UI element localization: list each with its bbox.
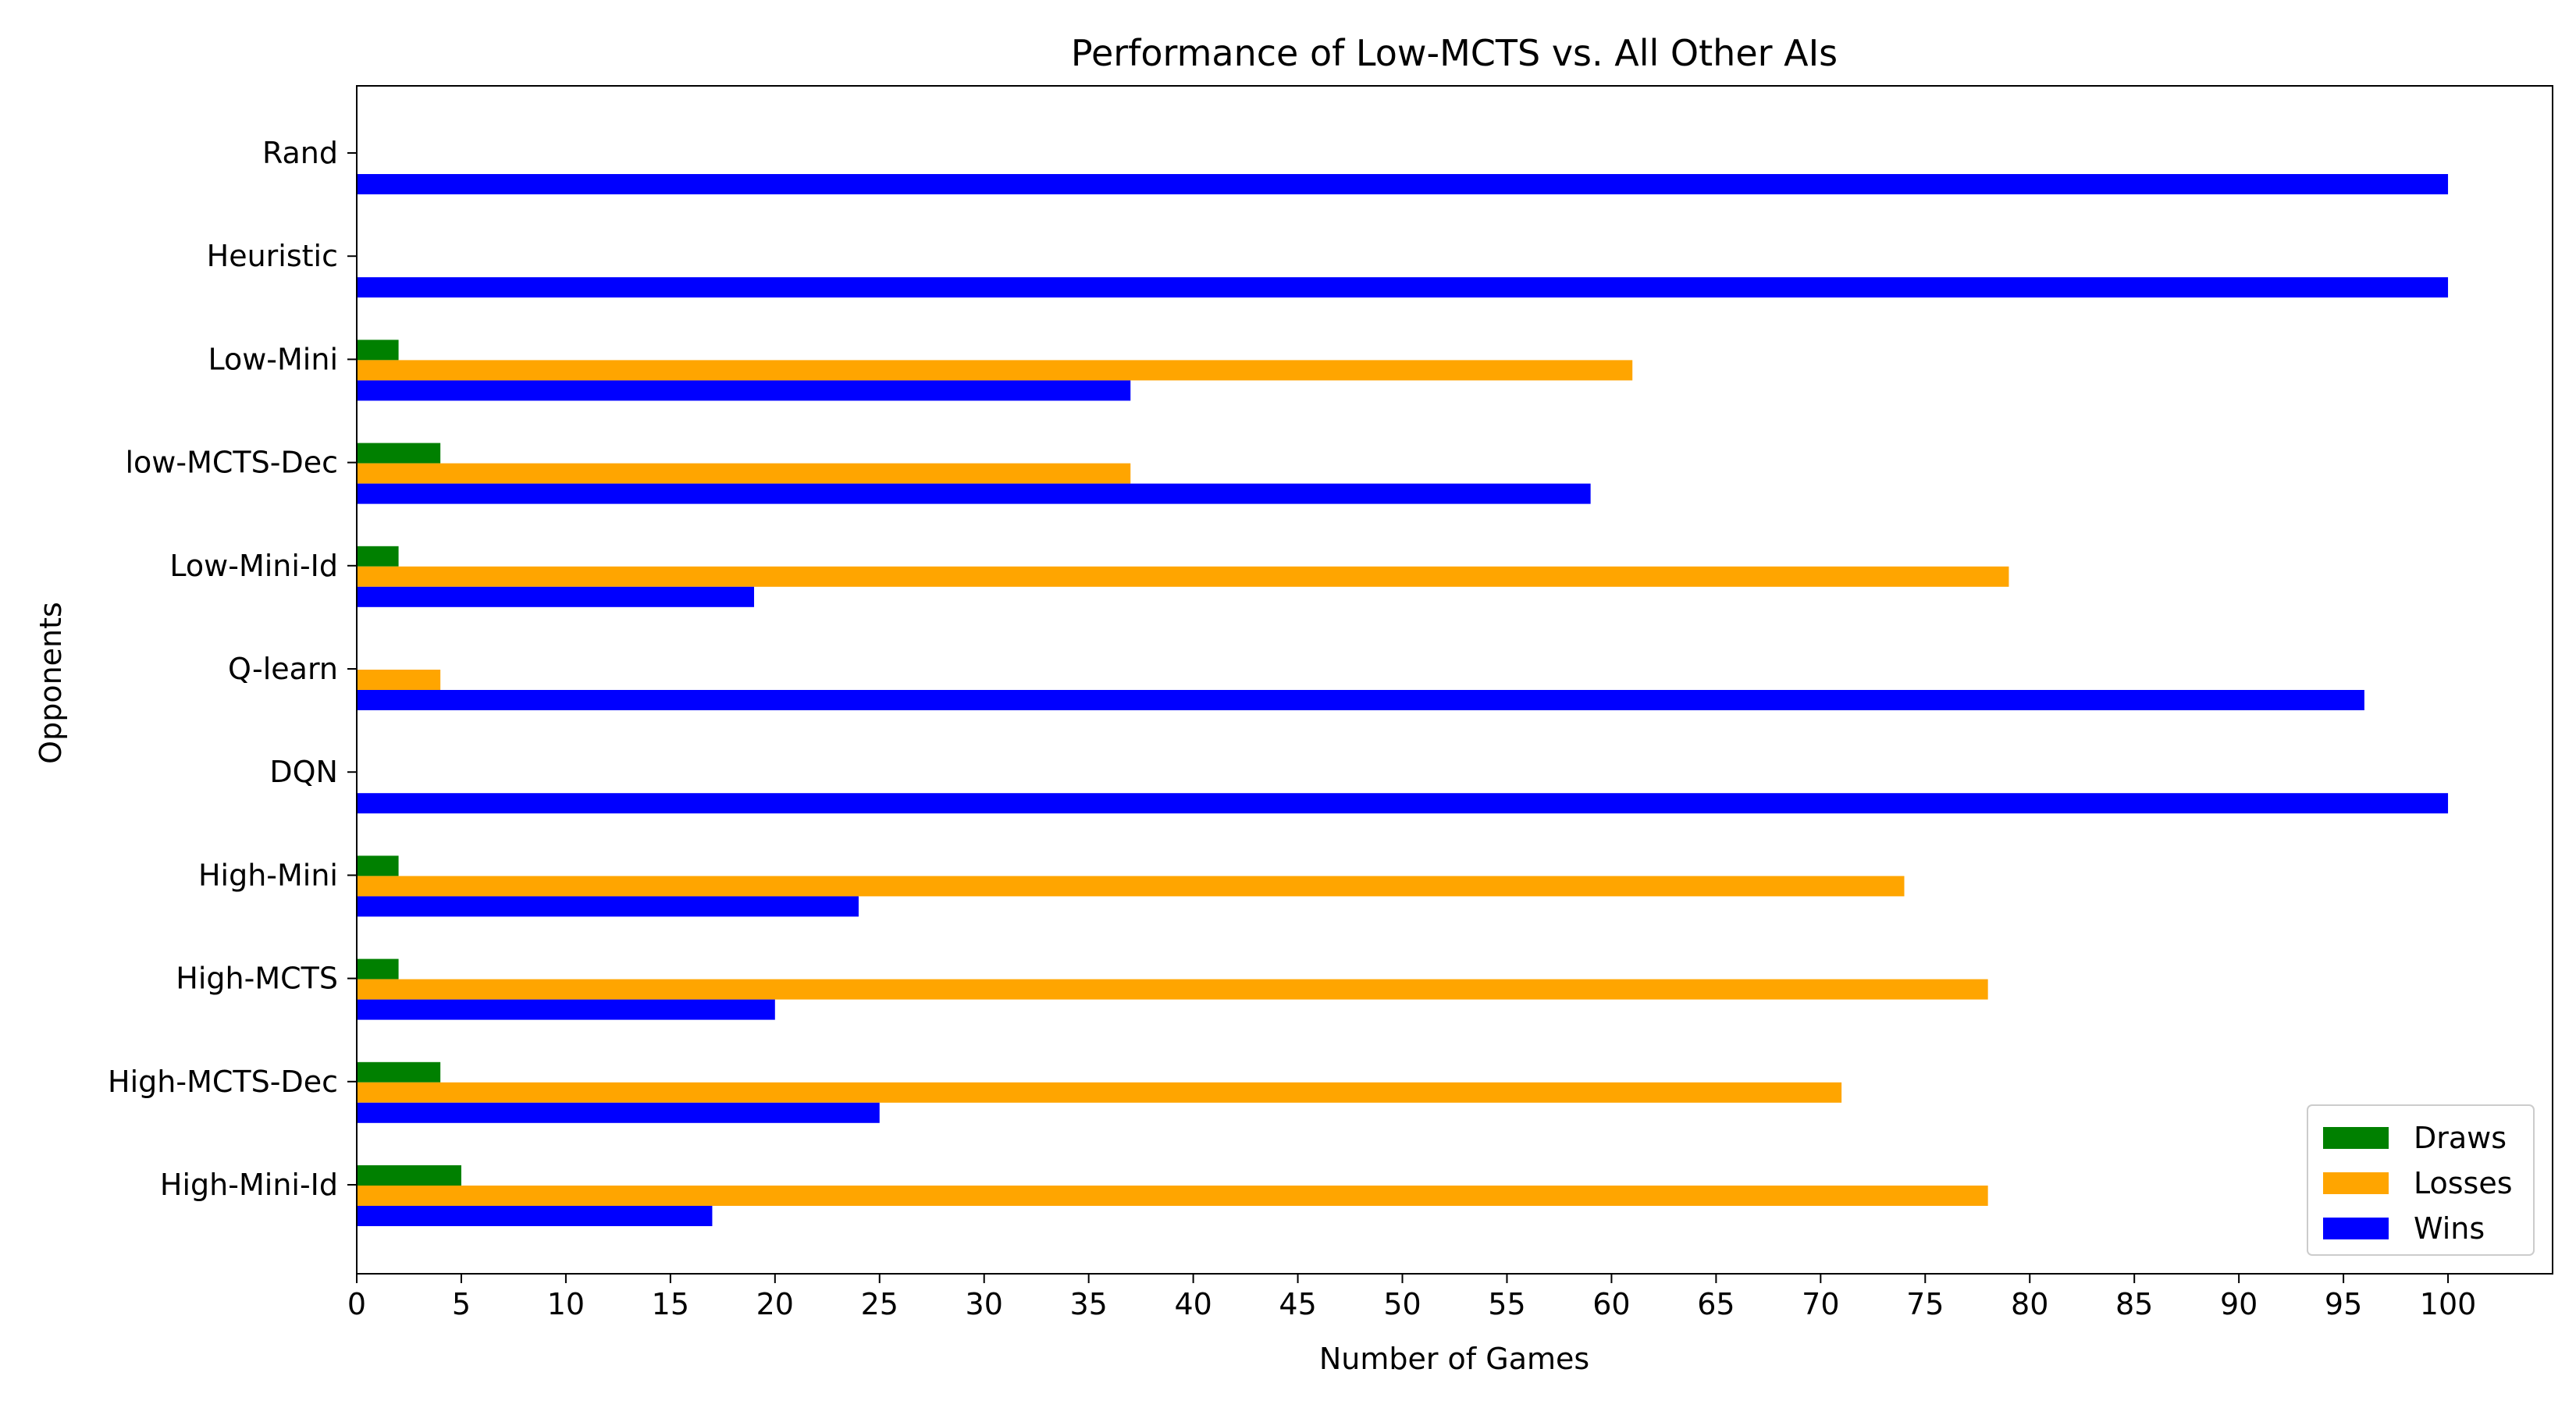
chart-title: Performance of Low-MCTS vs. All Other AI… — [1071, 32, 1838, 74]
y-tick-label-dqn: DQN — [269, 755, 338, 789]
y-tick-label-high-mcts: High-MCTS — [176, 962, 338, 996]
bar-draws-high-mini-id — [357, 1165, 461, 1186]
x-tick-label-100: 100 — [2420, 1287, 2477, 1321]
bar-wins-low-mcts-dec — [357, 483, 1591, 504]
y-tick-label-high-mini-id: High-Mini-Id — [160, 1168, 338, 1202]
legend-swatch-losses — [2323, 1172, 2389, 1194]
bar-losses-high-mcts — [357, 979, 1988, 1000]
y-axis-label: Opponents — [34, 602, 68, 764]
legend-label-wins: Wins — [2414, 1211, 2485, 1246]
bar-wins-q-learn — [357, 690, 2364, 710]
x-tick-label-15: 15 — [652, 1287, 689, 1321]
legend-label-losses: Losses — [2414, 1166, 2513, 1200]
x-tick-label-95: 95 — [2325, 1287, 2362, 1321]
x-tick-label-45: 45 — [1279, 1287, 1316, 1321]
bar-wins-high-mini — [357, 896, 859, 917]
bar-wins-high-mcts-dec — [357, 1102, 880, 1123]
bar-wins-low-mini — [357, 380, 1131, 401]
bar-wins-low-mini-id — [357, 586, 755, 607]
bar-wins-high-mini-id — [357, 1206, 713, 1226]
y-tick-label-heuristic: Heuristic — [207, 239, 338, 273]
bar-draws-low-mcts-dec — [357, 443, 441, 464]
x-tick-label-75: 75 — [1906, 1287, 1944, 1321]
x-tick-label-85: 85 — [2115, 1287, 2153, 1321]
plot-frame — [356, 85, 2553, 1275]
bar-losses-high-mcts-dec — [357, 1082, 1842, 1103]
legend: Draws Losses Wins — [2307, 1104, 2535, 1256]
y-tick-label-rand: Rand — [262, 136, 338, 170]
bar-draws-high-mcts-dec — [357, 1061, 441, 1083]
x-tick-label-0: 0 — [347, 1287, 366, 1321]
legend-swatch-draws — [2323, 1127, 2389, 1149]
bar-draws-high-mini — [357, 855, 399, 876]
bar-losses-high-mini-id — [357, 1186, 1988, 1206]
y-tick-label-low-mini-id: Low-Mini-Id — [169, 549, 338, 583]
x-tick-label-50: 50 — [1383, 1287, 1421, 1321]
x-tick-label-30: 30 — [966, 1287, 1003, 1321]
bar-losses-low-mcts-dec — [357, 463, 1131, 484]
x-axis-label: Number of Games — [1319, 1342, 1589, 1376]
bar-losses-q-learn — [357, 670, 441, 690]
bar-wins-rand — [357, 174, 2449, 194]
x-tick-label-60: 60 — [1592, 1287, 1630, 1321]
bar-wins-high-mcts — [357, 999, 775, 1020]
x-tick-label-25: 25 — [861, 1287, 898, 1321]
axes-layer: Rand Heuristic Low-Mini low-MCTS-Dec Low-Min… — [108, 85, 2553, 1321]
x-tick-label-40: 40 — [1174, 1287, 1212, 1321]
x-tick-label-55: 55 — [1488, 1287, 1525, 1321]
legend-label-draws: Draws — [2414, 1121, 2507, 1155]
y-tick-label-high-mcts-dec: High-MCTS-Dec — [108, 1065, 338, 1099]
bar-losses-low-mini-id — [357, 566, 2009, 587]
x-tick-label-5: 5 — [452, 1287, 471, 1321]
bar-wins-heuristic — [357, 277, 2449, 298]
y-tick-label-q-learn: Q-learn — [228, 652, 338, 686]
bar-losses-low-mini — [357, 360, 1633, 381]
x-tick-label-35: 35 — [1069, 1287, 1107, 1321]
bar-wins-dqn — [357, 793, 2449, 814]
y-tick-label-high-mini: High-Mini — [198, 858, 338, 892]
x-tick-label-90: 90 — [2220, 1287, 2258, 1321]
bar-draws-high-mcts — [357, 958, 399, 980]
x-tick-label-65: 65 — [1697, 1287, 1735, 1321]
bar-draws-low-mini-id — [357, 546, 399, 567]
bar-losses-high-mini — [357, 876, 1905, 897]
y-tick-label-low-mcts-dec: low-MCTS-Dec — [126, 446, 339, 480]
x-tick-label-70: 70 — [1802, 1287, 1839, 1321]
legend-swatch-wins — [2323, 1218, 2389, 1239]
bars-layer — [357, 174, 2449, 1226]
x-tick-label-10: 10 — [547, 1287, 585, 1321]
bar-draws-low-mini — [357, 340, 399, 361]
x-tick-label-80: 80 — [2011, 1287, 2048, 1321]
y-tick-label-low-mini: Low-Mini — [208, 342, 338, 376]
x-tick-label-20: 20 — [756, 1287, 794, 1321]
